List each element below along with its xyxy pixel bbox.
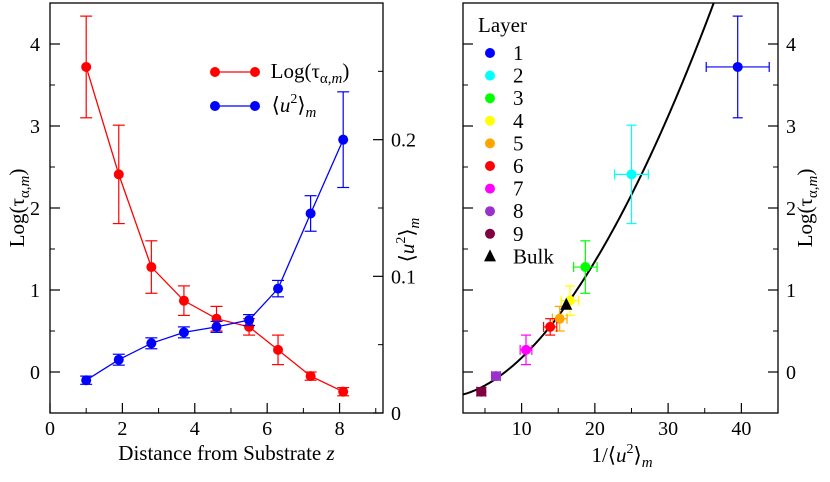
- left-y-tick-label: 4: [30, 34, 40, 56]
- left-y2-tick-label: 0.2: [391, 130, 416, 152]
- legend-marker-bulk: [484, 249, 496, 262]
- layer-8-data-point: [490, 371, 501, 382]
- left-x-tick-label: 4: [190, 418, 200, 440]
- legend-marker-0: [210, 67, 220, 77]
- layer-2-data-point: [626, 169, 637, 180]
- left-y2-tick-label: 0: [391, 403, 401, 425]
- right-y-tick-label: 1: [786, 280, 796, 302]
- u2-data-point: [211, 321, 222, 332]
- left-y-tick-label: 0: [30, 362, 40, 384]
- right-x-tick-label: 10: [512, 418, 532, 440]
- layer-5-data-point: [554, 313, 565, 324]
- left-x-tick-label: 2: [117, 418, 127, 440]
- legend-label-2: 2: [513, 64, 524, 88]
- right-y-tick-label: 4: [786, 34, 796, 56]
- legend-label-Bulk: Bulk: [513, 244, 554, 268]
- left-y2-tick-label: 0.1: [391, 266, 416, 288]
- legend-marker-layer-5: [485, 138, 495, 149]
- legend-marker-1: [210, 101, 220, 111]
- layer-7-data-point: [521, 344, 531, 355]
- legend-label-9: 9: [513, 222, 524, 246]
- log-tau-data-point: [305, 371, 316, 382]
- legend-marker-layer-9: [485, 228, 495, 239]
- legend-marker-layer-7: [485, 183, 495, 194]
- right-y-axis-label: Log(τα,m): [793, 169, 821, 248]
- right-x-tick-label: 40: [731, 418, 751, 440]
- right-panel: 10 20 30 40012341/⟨u2⟩mLog(τα,m)Layer123456…: [462, 2, 821, 471]
- layer-3-data-point: [580, 262, 591, 273]
- legend-title: Layer: [478, 13, 527, 37]
- bulk-data-point: [560, 297, 573, 310]
- left-y-tick-label: 2: [30, 198, 40, 220]
- layer-1-data-point: [732, 61, 743, 72]
- legend-label-3: 3: [513, 86, 524, 110]
- right-x-tick-label: 20: [585, 418, 605, 440]
- right-y-tick-label: 2: [786, 198, 796, 220]
- fit-curve: [463, 3, 715, 396]
- u2-data-point: [81, 375, 92, 386]
- u2-data-point: [273, 283, 284, 294]
- legend-label-u2: ⟨u2⟩m: [272, 92, 317, 121]
- log-tau-data-point: [113, 169, 124, 180]
- legend-marker-0: [250, 67, 260, 77]
- log-tau-data-point: [178, 295, 189, 306]
- u2-data-point: [178, 327, 189, 338]
- left-x-tick-label: 6: [262, 418, 272, 440]
- left-x-tick-label: 0: [45, 418, 55, 440]
- log-tau-data-point: [244, 321, 255, 332]
- legend-marker-layer-3: [485, 93, 495, 104]
- right-x-axis-label: 1/⟨u2⟩m: [591, 442, 652, 471]
- legend-label-8: 8: [513, 199, 524, 223]
- legend-label-log-tau: Log(τα,m): [271, 59, 350, 87]
- left-plot-frame: [49, 2, 384, 414]
- legend-marker-1: [250, 101, 260, 111]
- left-panel: 0 2 4 6 8 0 1 2 3 4 0 0.1 0.2 Distance from Substrate…: [5, 2, 423, 465]
- legend-label-1: 1: [513, 41, 524, 65]
- series-line-u2: [85, 139, 344, 381]
- right-y-tick-label: 0: [786, 362, 796, 384]
- u2-data-point: [146, 338, 157, 349]
- u2-data-point: [338, 134, 349, 145]
- u2-data-point: [305, 208, 316, 219]
- legend-label-5: 5: [513, 131, 524, 155]
- layer-6-data-point: [545, 321, 556, 332]
- log-tau-data-point: [146, 262, 157, 273]
- left-y-tick-label: 3: [30, 116, 40, 138]
- legend-marker-layer-8: [485, 206, 495, 217]
- left-y-axis-label: Log(τα,m): [5, 169, 33, 248]
- legend-label-7: 7: [513, 177, 524, 201]
- legend-marker-layer-4: [485, 115, 495, 126]
- legend-label-4: 4: [513, 109, 524, 133]
- right-plot-frame: [462, 2, 779, 414]
- left-y2-axis-label: ⟨u2⟩m: [394, 217, 423, 262]
- u2-data-point: [244, 315, 255, 326]
- log-tau-data-point: [81, 61, 92, 72]
- left-x-tick-label: 8: [335, 418, 345, 440]
- right-y-tick-label: 3: [786, 116, 796, 138]
- u2-data-point: [113, 354, 124, 365]
- legend-label-6: 6: [513, 154, 524, 178]
- left-x-axis-label: Distance from Substrate z: [118, 441, 334, 465]
- legend-marker-layer-1: [485, 48, 495, 58]
- legend-marker-layer-6: [485, 161, 495, 171]
- right-x-tick-label: 30: [658, 418, 678, 440]
- legend-marker-layer-2: [485, 70, 495, 81]
- log-tau-data-point: [273, 344, 284, 355]
- left-y-tick-label: 1: [30, 280, 40, 302]
- log-tau-data-point: [338, 386, 349, 397]
- layer-9-data-point: [476, 386, 487, 397]
